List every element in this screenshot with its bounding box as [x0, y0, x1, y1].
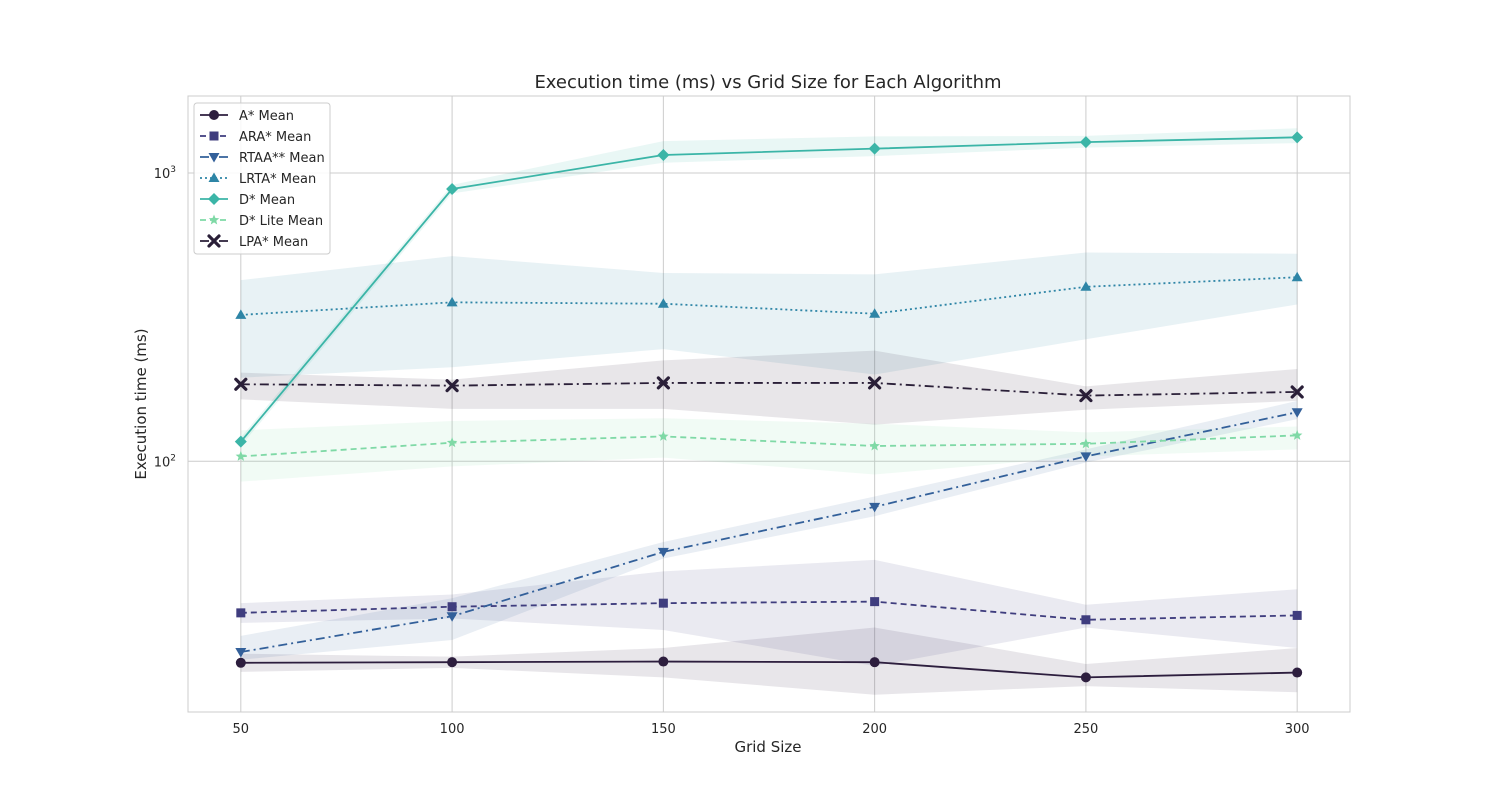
y-tick-label: 103 — [154, 165, 176, 182]
data-point — [1291, 429, 1303, 440]
data-point — [447, 602, 457, 612]
legend-item: D* Mean — [200, 193, 295, 208]
data-point — [1080, 438, 1092, 449]
data-point — [235, 450, 247, 461]
legend-marker — [209, 131, 219, 141]
data-point — [1292, 667, 1303, 678]
legend-box — [193, 102, 331, 255]
data-point — [869, 502, 881, 513]
series-line — [240, 136, 1298, 443]
legend-label: D* Lite Mean — [239, 214, 323, 229]
x-tick-label: 300 — [1285, 722, 1310, 737]
x-tick-label: 100 — [440, 722, 465, 737]
x-tick-label: 200 — [862, 722, 887, 737]
data-point — [869, 308, 881, 318]
x-tick-label: 50 — [233, 722, 250, 737]
data-point — [657, 547, 669, 558]
data-point — [868, 142, 881, 155]
data-point — [1079, 389, 1093, 403]
data-point — [445, 379, 459, 393]
data-point — [234, 435, 247, 448]
data-point — [1292, 610, 1302, 620]
line-layer — [240, 136, 1298, 679]
legend-label: D* Mean — [239, 193, 295, 208]
data-point — [868, 376, 882, 390]
legend-label: A* Mean — [239, 109, 294, 124]
data-point — [236, 608, 246, 618]
series-band — [240, 400, 1298, 660]
series-line — [240, 600, 1298, 621]
series-band — [240, 418, 1298, 482]
data-point — [869, 657, 880, 668]
legend-marker — [208, 193, 220, 205]
series-band — [240, 252, 1298, 378]
legend-item: D* Lite Mean — [200, 214, 323, 229]
series-line — [240, 411, 1298, 653]
data-point — [656, 376, 670, 390]
marker-layer — [234, 131, 1304, 683]
data-point — [235, 309, 247, 319]
data-point — [447, 657, 458, 668]
legend-item: RTAA** Mean — [200, 151, 325, 166]
x-tick-label: 150 — [651, 722, 676, 737]
data-point — [1291, 271, 1303, 282]
legend-item: LRTA* Mean — [200, 172, 316, 187]
data-point — [235, 648, 247, 658]
series-line — [240, 434, 1298, 458]
y-axis-label: Execution time (ms) — [132, 328, 150, 479]
data-point — [446, 437, 458, 448]
data-point — [658, 656, 669, 667]
data-point — [234, 377, 248, 391]
data-point — [870, 597, 880, 607]
legend-item: A* Mean — [200, 109, 294, 124]
data-point — [235, 657, 246, 668]
legend-marker — [208, 172, 220, 182]
legend-marker — [208, 214, 220, 225]
legend-label: RTAA** Mean — [239, 151, 325, 166]
data-point — [1080, 452, 1092, 462]
legend-marker — [209, 110, 219, 120]
y-tick-label: 102 — [154, 453, 176, 470]
legend-item: ARA* Mean — [200, 130, 311, 145]
data-point — [1081, 615, 1091, 625]
legend: A* Mean ARA* Mean RTAA** Mean LRTA* Mean D* … — [193, 102, 331, 255]
data-point — [1290, 385, 1304, 399]
data-point — [869, 440, 880, 451]
series-line — [240, 276, 1298, 316]
data-point — [446, 612, 458, 622]
legend-label: LPA* Mean — [239, 235, 308, 250]
legend-marker — [208, 153, 220, 163]
legend-label: ARA* Mean — [239, 130, 311, 145]
legend-marker — [207, 234, 221, 248]
plot-frame — [187, 95, 1351, 713]
data-point — [1080, 281, 1092, 291]
data-point — [1080, 672, 1091, 683]
data-point — [658, 430, 669, 441]
data-point — [1079, 136, 1092, 149]
data-point — [446, 296, 458, 307]
data-point — [658, 598, 668, 608]
data-point — [446, 183, 459, 196]
data-point — [657, 148, 670, 161]
legend-label: LRTA* Mean — [239, 172, 316, 187]
legend-item: LPA* Mean — [200, 234, 308, 250]
chart-title: Execution time (ms) vs Grid Size for Eac… — [534, 72, 1001, 93]
x-tick-label: 250 — [1073, 722, 1098, 737]
series-line — [240, 660, 1298, 679]
data-point — [1291, 131, 1304, 144]
x-axis-label: Grid Size — [734, 738, 801, 756]
series-band — [240, 350, 1298, 425]
tick-layer: 50 100 150 200 250 300 102 103 — [154, 165, 1310, 737]
data-point — [657, 298, 669, 308]
series-band — [240, 559, 1298, 666]
series-line — [240, 382, 1298, 397]
data-point — [1291, 408, 1303, 418]
